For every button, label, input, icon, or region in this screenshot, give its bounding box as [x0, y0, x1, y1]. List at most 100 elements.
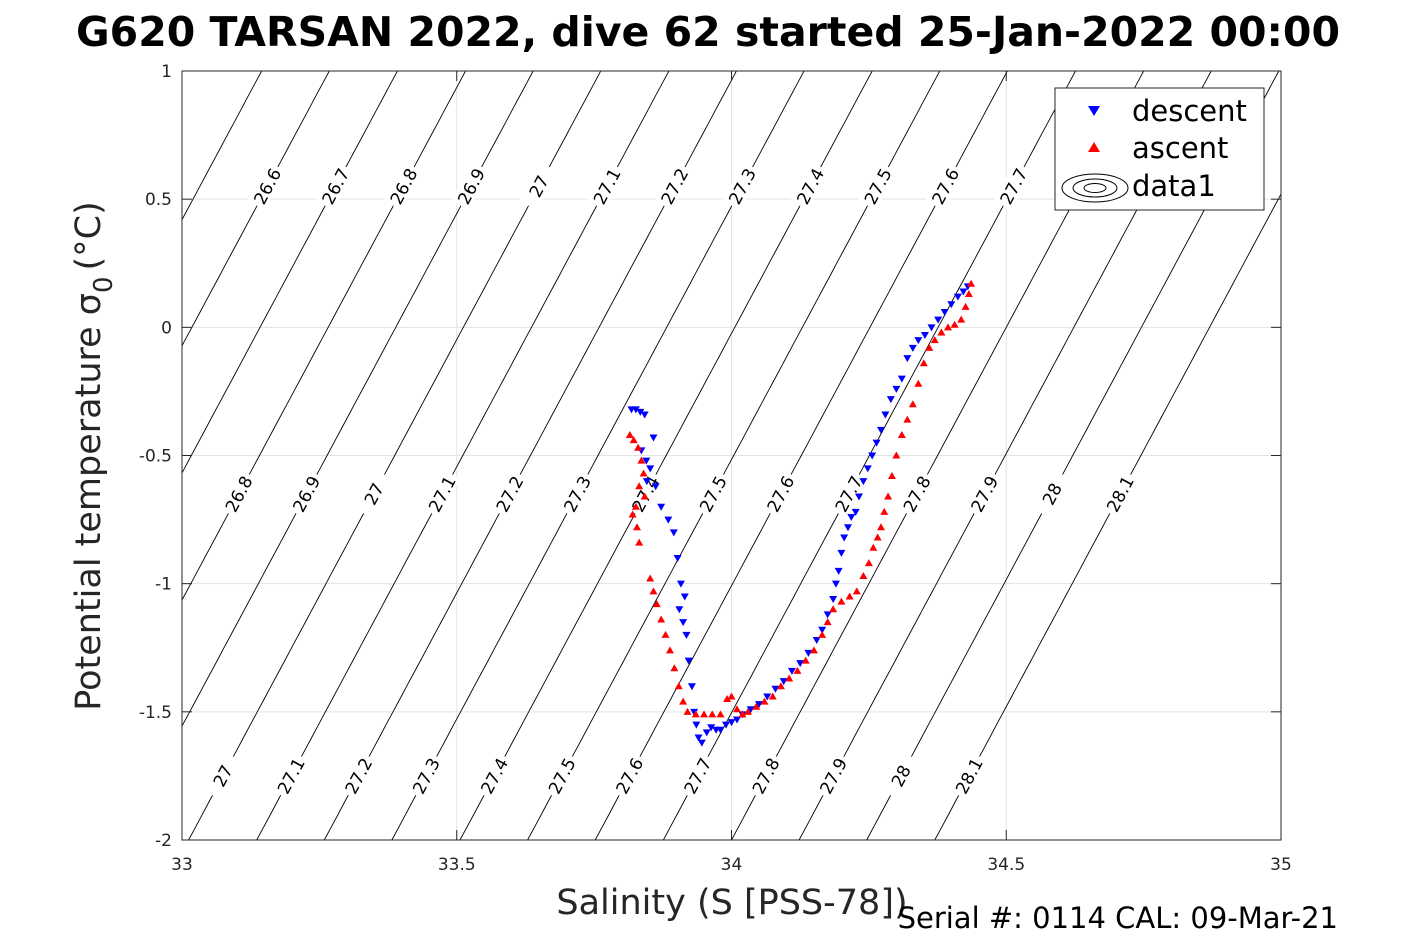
data-series: [625, 279, 976, 747]
isopycnal-label-bg: [270, 751, 310, 800]
ascent-point: [637, 456, 646, 464]
descent-point: [854, 493, 863, 501]
descent-point: [690, 708, 699, 716]
isopycnal-label-bg: [949, 751, 988, 800]
descent-point: [676, 580, 685, 588]
descent-point: [920, 332, 929, 340]
descent-point: [722, 721, 731, 729]
descent-point: [953, 293, 962, 301]
descent-point: [702, 729, 711, 737]
ascent-point: [908, 400, 917, 408]
isopycnal-label-bg: [0, 751, 38, 799]
descent-point: [843, 524, 852, 532]
ascent-point: [679, 697, 688, 705]
ascent-point: [892, 451, 901, 459]
ascent-point: [683, 707, 692, 715]
x-tick-label: 33.5: [438, 855, 476, 875]
isopycnal-label: 26.8: [71, 755, 107, 798]
y-axis-label-subscript: 0: [89, 276, 119, 293]
descent-point: [840, 534, 849, 542]
descent-point: [959, 288, 968, 296]
ascent-point: [723, 695, 732, 703]
ascent-point: [845, 592, 854, 600]
x-axis-label: Salinity (S [PSS-78]): [556, 883, 907, 923]
descent-point: [684, 657, 693, 665]
isopycnal-label-bg: [451, 161, 490, 210]
isopycnal-label-bg: [247, 161, 286, 210]
descent-point: [657, 503, 666, 511]
isopycnal-label-bg: [406, 751, 445, 800]
x-tick-label: 34: [721, 855, 743, 875]
ascent-point: [625, 430, 634, 438]
descent-point: [829, 596, 838, 604]
descent-point: [847, 514, 856, 522]
ascent-point: [914, 379, 923, 387]
y-tick-label: 0.5: [145, 190, 172, 210]
isopycnal-label-bg: [135, 751, 173, 799]
isopycnal-label-bg: [654, 161, 693, 210]
ascent-point: [793, 666, 802, 674]
descent-point: [886, 396, 895, 404]
ascent-point: [738, 710, 747, 718]
y-tick-label: -1: [155, 575, 172, 595]
isopycnal-label-bg: [964, 469, 1003, 518]
y-tick-label: -2: [155, 831, 172, 851]
isopycnal-label-bg: [489, 469, 529, 518]
chart-title: G620 TARSAN 2022, dive 62 started 25-Jan…: [76, 8, 1340, 56]
isopycnal-line: [182, 71, 263, 221]
isopycnal-label-bg: [993, 161, 1032, 210]
isopycnal-label-bg: [286, 469, 325, 518]
descent-point: [771, 685, 780, 693]
ascent-point: [884, 492, 893, 500]
ascent-point: [629, 436, 638, 444]
descent-point: [727, 719, 736, 727]
descent-point: [651, 483, 660, 491]
isopycnal-label-bg: [828, 469, 868, 518]
ascent-point: [944, 323, 953, 331]
ascent-point: [776, 682, 785, 690]
descent-point: [649, 434, 658, 442]
descent-point: [868, 452, 877, 460]
ascent-point: [925, 343, 934, 351]
descent-point: [818, 626, 827, 634]
isopycnal-label-bg: [422, 469, 461, 518]
descent-point: [908, 344, 917, 352]
y-axis-label-main: Potential temperature σ: [69, 293, 109, 711]
ascent-point: [950, 320, 959, 328]
isopycnal-label-bg: [880, 751, 920, 800]
descent-point: [787, 667, 796, 675]
ascent-point: [937, 328, 946, 336]
descent-point: [940, 308, 949, 316]
descent-point: [642, 457, 651, 465]
y-axis-label: Potential temperature σ0 (°C): [69, 201, 119, 711]
y-tick-label: 0: [161, 318, 172, 338]
x-tick-label: 33: [171, 855, 193, 875]
isopycnal-label-bg: [1100, 469, 1139, 518]
ascent-point: [859, 571, 868, 579]
ascent-point: [964, 290, 973, 298]
isopycnal-label-bg: [474, 751, 513, 800]
descent-point: [881, 411, 890, 419]
isopycnal-label-bg: [1032, 469, 1071, 518]
ascent-point: [727, 692, 736, 700]
descent-point: [872, 439, 881, 447]
legend-contour-icon: [1061, 173, 1129, 203]
descent-point: [631, 406, 640, 414]
descent-point: [763, 693, 772, 701]
ascent-point: [864, 559, 873, 567]
ascent-point: [634, 443, 643, 451]
legend-ascent-label: ascent: [1132, 131, 1228, 165]
isopycnal-label-bg: [790, 161, 829, 210]
ascent-point: [632, 523, 641, 531]
ascent-point: [873, 533, 882, 541]
ascent-point: [752, 702, 761, 710]
isopycnal-label-group: 26.8: [68, 751, 108, 800]
ascent-point: [691, 710, 700, 718]
ascent-point: [635, 482, 644, 490]
descent-point: [646, 465, 655, 473]
isopycnal-label-group: 26.9: [135, 751, 175, 800]
ascent-point: [961, 302, 970, 310]
isopycnal-label-bg: [383, 161, 423, 210]
ascent-point: [818, 630, 827, 638]
ascent-point: [967, 279, 976, 287]
